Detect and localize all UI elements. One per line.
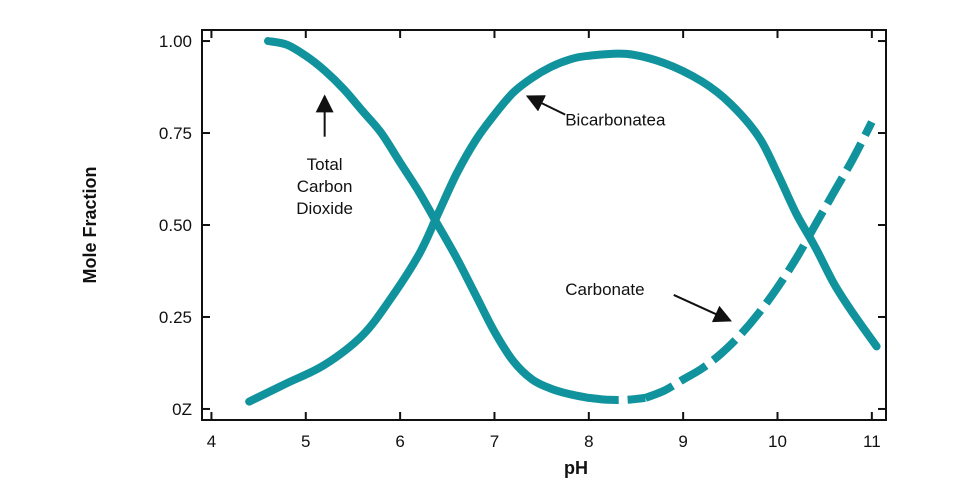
annotation-total: Total Carbon Dioxide bbox=[296, 155, 353, 218]
y-axis-title: Mole Fraction bbox=[80, 166, 100, 283]
series-line-total-carbon-dioxide-dashed bbox=[588, 393, 646, 405]
x-axis-title: pH bbox=[564, 458, 588, 478]
y-tick-label: 1.00 bbox=[159, 32, 192, 51]
x-tick-label: 6 bbox=[395, 432, 404, 451]
annotation-arrow-bicarbonatea bbox=[525, 95, 566, 116]
y-tick-label: 0.50 bbox=[159, 216, 192, 235]
x-tick-label: 11 bbox=[863, 432, 881, 451]
x-axis-ticks: 4 5 6 7 8 9 10 11 bbox=[207, 30, 881, 451]
annotation-bicarbonatea: Bicarbonatea bbox=[565, 111, 666, 130]
series-line-bicarbonate bbox=[245, 49, 881, 406]
x-tick-label: 7 bbox=[490, 432, 499, 451]
x-tick-label: 4 bbox=[207, 432, 216, 451]
x-tick-label: 5 bbox=[301, 432, 310, 451]
x-tick-label: 10 bbox=[768, 432, 787, 451]
y-axis-ticks: 0Z 0.25 0.50 0.75 1.00 bbox=[159, 32, 886, 419]
x-tick-label: 8 bbox=[584, 432, 593, 451]
series-layer bbox=[245, 37, 881, 406]
x-tick-label: 9 bbox=[678, 432, 687, 451]
series-line-total-carbon-dioxide bbox=[264, 37, 593, 402]
series-line-carbonate bbox=[643, 120, 876, 402]
y-tick-label: 0.75 bbox=[159, 124, 192, 143]
annotation-carbonate: Carbonate bbox=[565, 280, 644, 299]
y-tick-label: 0.25 bbox=[159, 308, 192, 327]
annotation-arrow-carbonate bbox=[673, 293, 732, 323]
plot-frame bbox=[201, 29, 887, 421]
y-tick-label: 0Z bbox=[172, 400, 192, 419]
annotations-layer: Total Carbon Dioxide Bicarbonatea Carbonate bbox=[296, 94, 732, 323]
